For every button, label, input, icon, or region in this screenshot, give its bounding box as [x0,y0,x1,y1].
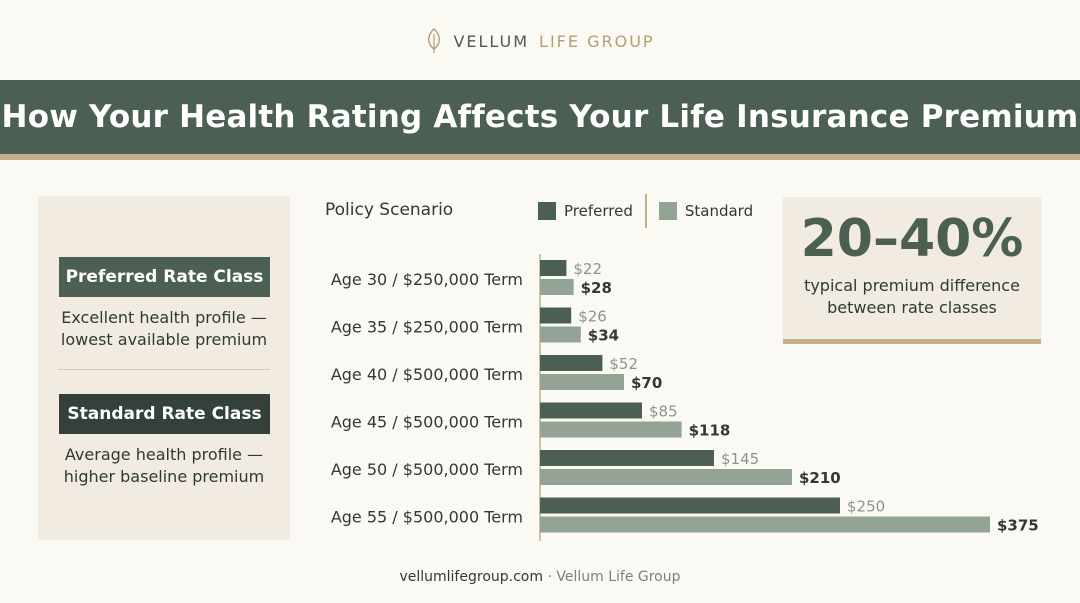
callout-text-line1: typical premium difference [804,276,1020,295]
chart-legend: Preferred Standard [538,194,753,228]
bar-standard [540,374,624,390]
legend-separator [644,194,647,228]
bar-preferred [540,307,572,324]
chart-title: Policy Scenario [325,200,454,220]
rate-class-panel: Preferred Rate Class Excellent health pr… [38,196,290,540]
bar-preferred [540,450,714,466]
bar-preferred [540,497,840,514]
bar-standard [540,516,990,533]
data-label-standard: $375 [997,517,1039,535]
data-label-standard: $70 [631,374,662,392]
standard-desc-line1: Average health profile — [64,445,264,464]
legend-label-preferred: Preferred [564,202,633,220]
legend-swatch-preferred [538,202,556,220]
data-label-preferred: $250 [847,498,885,516]
category-label: Age 55 / $500,000 Term [331,508,523,527]
data-label-standard: $118 [689,422,731,440]
footer-company: Vellum Life Group [556,569,681,585]
legend-swatch-standard [658,202,677,220]
callout-text: typical premium difference between rate … [783,275,1041,319]
bar-standard [540,469,792,485]
category-label: Age 40 / $500,000 Term [331,365,523,384]
footer-site: vellumlifegroup.com [399,569,543,585]
category-label: Age 45 / $500,000 Term [331,413,523,432]
page-title: How Your Health Rating Affects Your Life… [1,99,1079,135]
bar-preferred [540,355,603,371]
footer: vellumlifegroup.com · Vellum Life Group [0,569,1080,585]
standard-rate-description: Average health profile — higher baseline… [38,444,290,488]
bar-preferred [540,402,642,419]
brand-header: VELLUM LIFE GROUP [0,26,1080,56]
data-label-preferred: $52 [609,355,638,373]
data-label-preferred: $22 [573,260,602,278]
category-label: Age 50 / $500,000 Term [331,460,523,479]
preferred-desc-line2: lowest available premium [60,330,268,349]
preferred-desc-line1: Excellent health profile — [61,308,267,327]
data-label-preferred: $85 [649,403,678,421]
legend-label-standard: Standard [684,202,754,220]
callout-value: 20–40% [800,209,1024,269]
standard-rate-label: Standard Rate Class [59,394,270,434]
callout-text-line2: between rate classes [827,298,997,317]
standard-desc-line2: higher baseline premium [63,467,265,486]
bar-standard [540,421,682,438]
bar-standard [540,326,581,343]
preferred-rate-description: Excellent health profile — lowest availa… [38,307,290,351]
category-label: Age 35 / $250,000 Term [331,318,523,337]
data-label-preferred: $145 [721,450,759,468]
brand-name-secondary: LIFE GROUP [539,31,655,51]
bar-preferred [540,260,567,276]
category-label: Age 30 / $250,000 Term [331,270,523,289]
data-label-standard: $34 [588,327,619,345]
data-label-preferred: $26 [578,308,607,326]
preferred-rate-label: Preferred Rate Class [59,257,270,297]
leaf-icon [428,28,441,53]
panel-divider [58,369,270,370]
footer-separator: · [543,569,557,585]
brand-name-primary: VELLUM [453,31,530,51]
title-banner: How Your Health Rating Affects Your Life… [0,80,1080,160]
data-label-standard: $210 [799,469,841,487]
premium-difference-callout: 20–40% typical premium difference betwee… [783,197,1041,344]
bar-standard [540,279,574,295]
data-label-standard: $28 [581,279,612,297]
